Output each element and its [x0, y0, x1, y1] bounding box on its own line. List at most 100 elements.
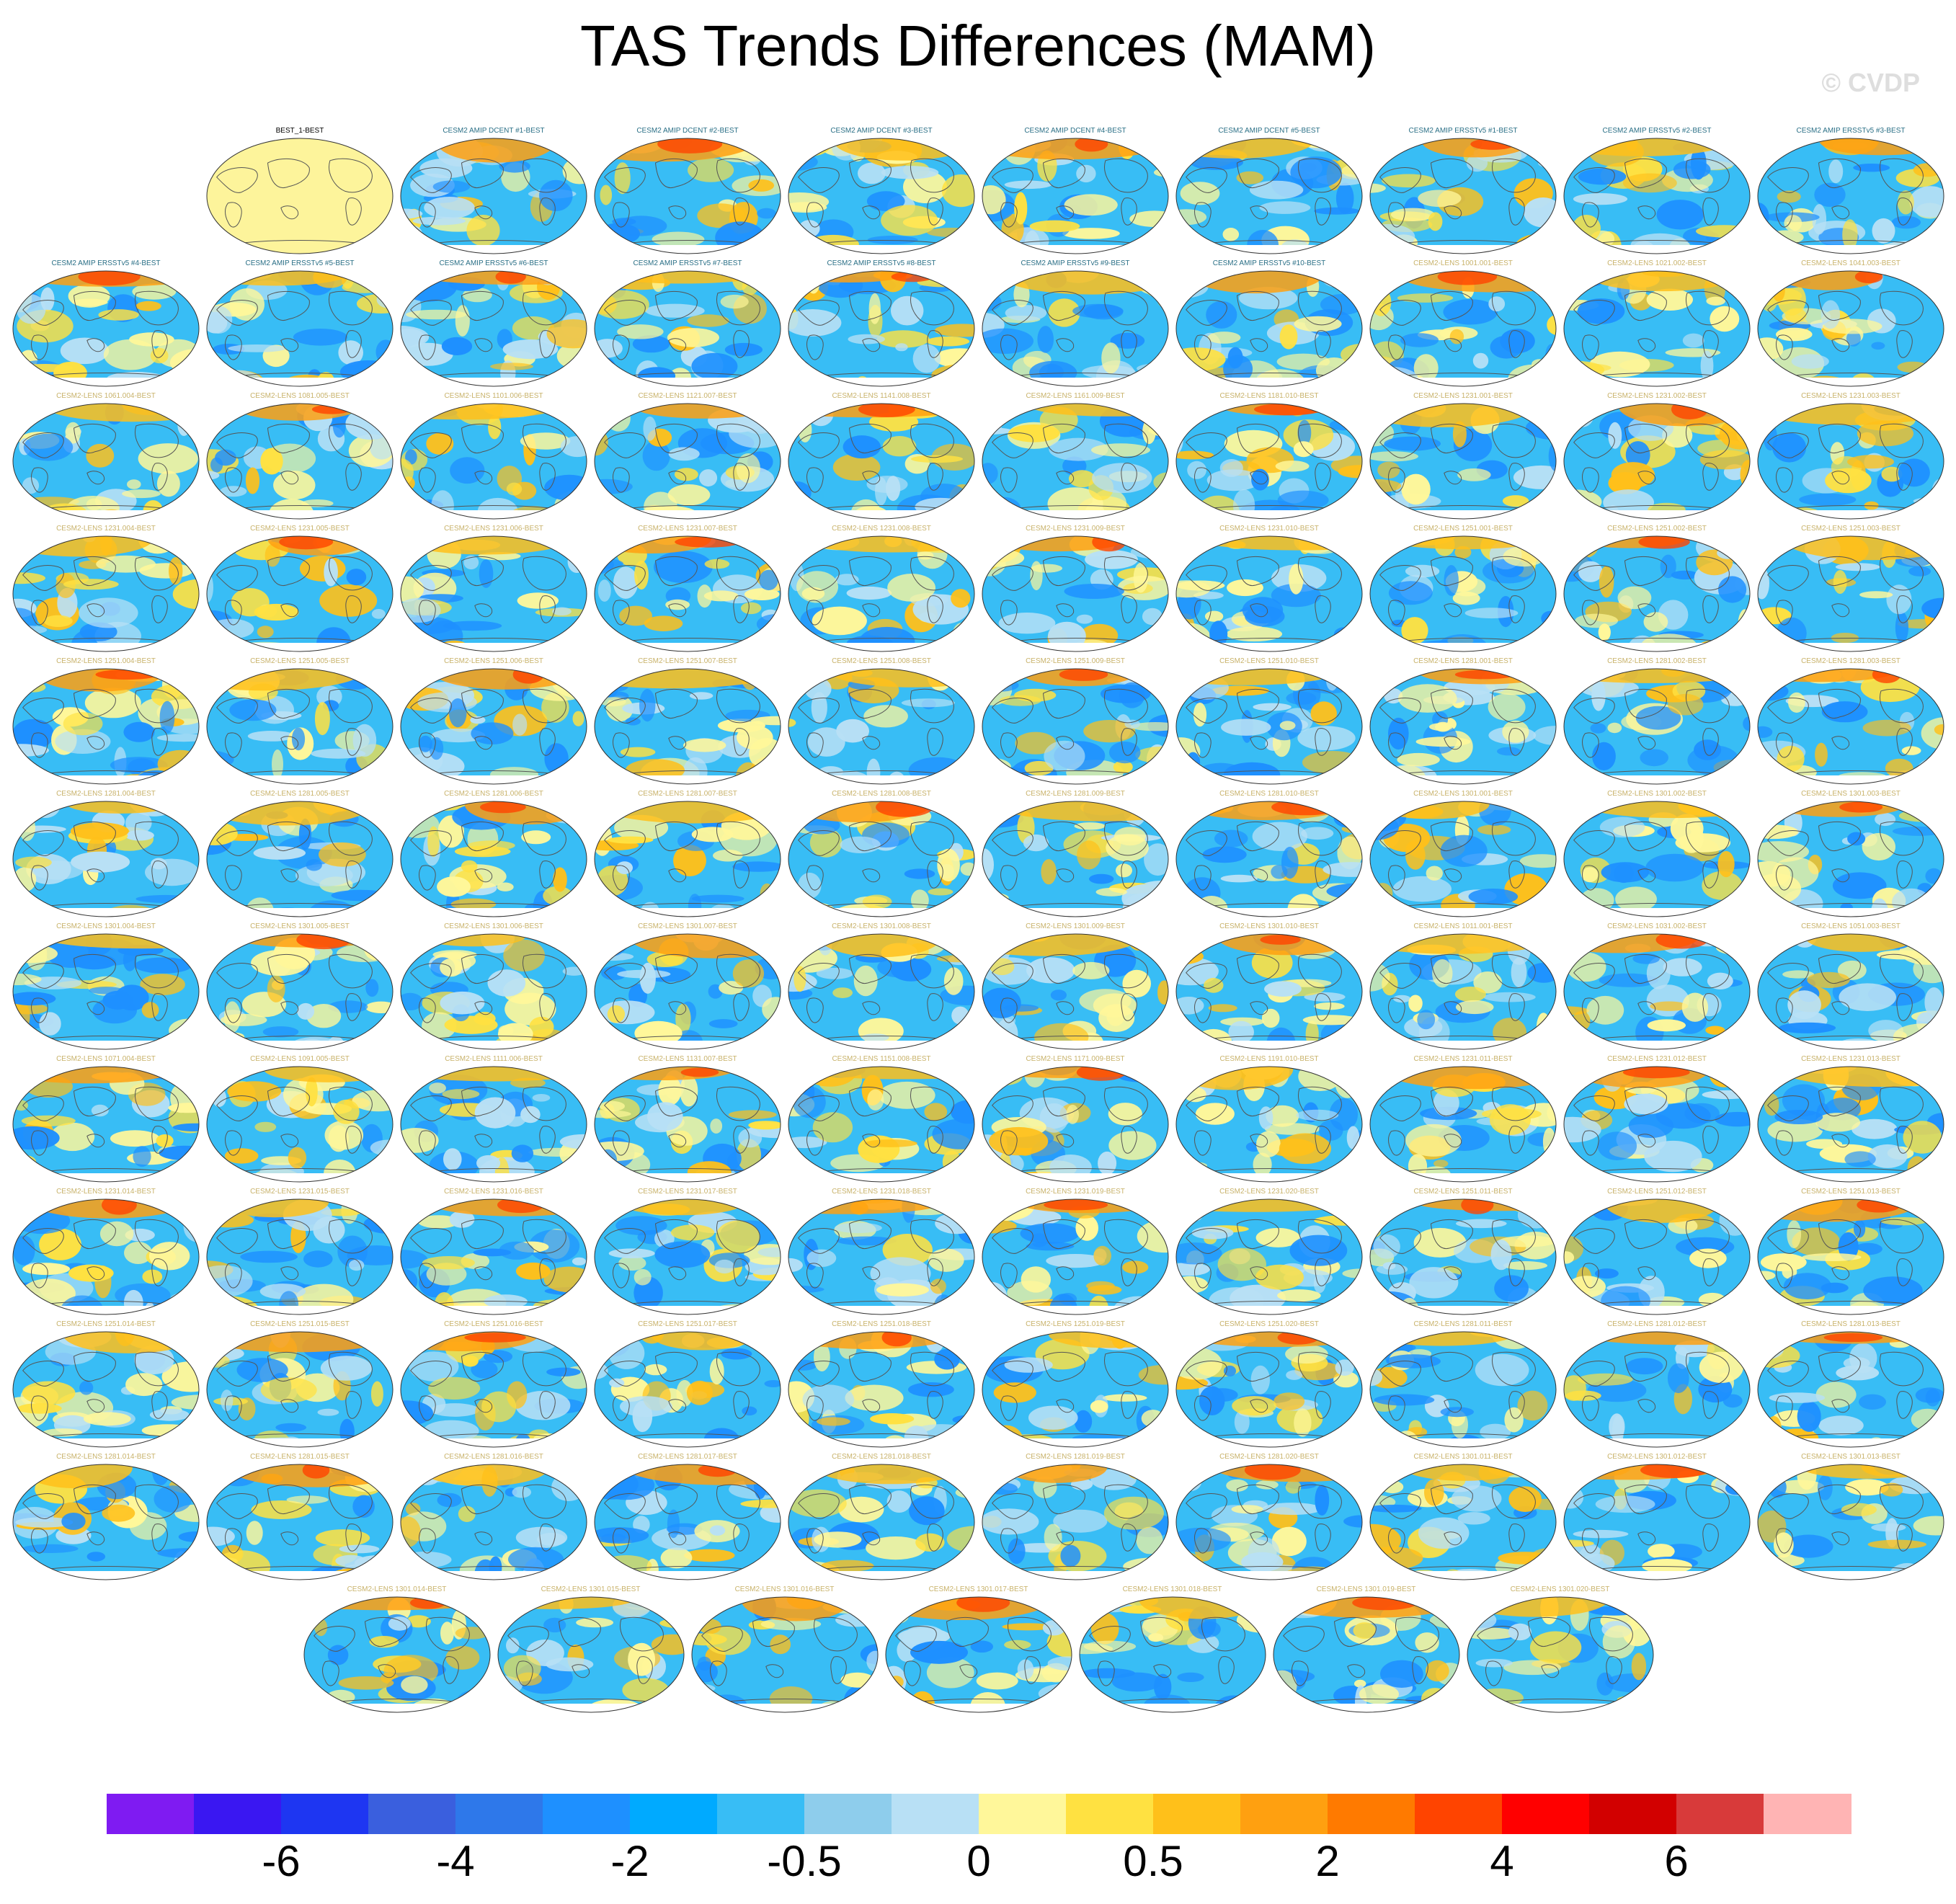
anomaly-blob	[595, 801, 628, 813]
coastline	[1444, 868, 1462, 883]
anomaly-blob	[561, 1199, 587, 1216]
coastline	[798, 432, 840, 458]
coastline	[668, 868, 687, 883]
anomaly-blob	[1204, 977, 1224, 993]
map-svg	[400, 270, 587, 387]
map-svg	[1369, 1066, 1557, 1183]
map-svg	[206, 801, 394, 917]
coastline	[903, 1660, 921, 1686]
anomaly-blob	[1432, 959, 1453, 988]
anomaly-blob	[788, 1080, 801, 1094]
anomaly-blob	[1758, 1464, 1813, 1472]
anomaly-blob	[1021, 910, 1037, 917]
map-panel: CESM2-LENS 1301.016-BEST	[690, 1585, 879, 1714]
anomaly-blob	[1897, 190, 1914, 215]
coastline	[329, 1219, 373, 1254]
coastline	[1624, 1086, 1667, 1116]
anomaly-blob	[442, 1089, 480, 1100]
coastline	[1121, 595, 1137, 623]
coastline	[1508, 993, 1525, 1021]
anomaly-blob	[212, 1088, 226, 1107]
anomaly-blob	[1455, 1000, 1494, 1015]
anomaly-blob	[620, 1396, 672, 1418]
anomaly-blob	[1565, 1390, 1601, 1401]
map-border	[594, 1066, 781, 1183]
anomaly-blob	[401, 576, 424, 602]
coastline	[1686, 158, 1730, 193]
coastline	[461, 423, 504, 453]
anomaly-blob	[1041, 859, 1057, 885]
coastline	[1573, 1493, 1615, 1519]
map-panel: CESM2-LENS 1281.007-BEST	[593, 790, 782, 918]
panel-title: CESM2 AMIP ERSSTv5 #4-BEST	[51, 259, 161, 267]
anomaly-blob	[1116, 863, 1132, 878]
anomaly-blob	[1304, 992, 1346, 1002]
anomaly-blob	[1004, 1357, 1053, 1373]
coastline	[1430, 1351, 1473, 1382]
coastline	[1831, 1399, 1850, 1413]
map-svg	[400, 1198, 587, 1315]
anomaly-blob	[703, 590, 739, 602]
coastline	[1444, 1001, 1462, 1015]
anomaly-blob	[1862, 832, 1895, 861]
coastline	[86, 603, 105, 618]
panel-title: CESM2-LENS 1091.005-BEST	[250, 1055, 350, 1063]
anomaly-blob	[1503, 1261, 1547, 1271]
coastline	[151, 1523, 168, 1552]
anomaly-blob	[479, 559, 494, 588]
coastline	[539, 860, 556, 889]
anomaly-blob	[1075, 1215, 1098, 1241]
anomaly-blob	[1821, 300, 1841, 329]
anomaly-blob	[71, 851, 130, 873]
coastline	[539, 330, 556, 358]
anomaly-blob	[306, 1077, 318, 1107]
coastline	[345, 993, 362, 1021]
anomaly-blob	[215, 1304, 232, 1314]
anomaly-blob	[760, 1476, 781, 1487]
map-border	[206, 1331, 394, 1448]
anomaly-blob	[943, 1173, 959, 1182]
anomaly-blob	[1862, 719, 1911, 737]
map-border	[982, 801, 1169, 917]
panel-title: CESM2-LENS 1281.010-BEST	[1219, 790, 1319, 798]
map-border	[982, 933, 1169, 1050]
coastline	[1702, 463, 1719, 491]
anomaly-blob	[187, 1160, 199, 1182]
coastline	[1121, 1523, 1137, 1552]
anomaly-blob	[1302, 1015, 1359, 1026]
anomaly-blob	[291, 727, 306, 751]
map-panel: CESM2-LENS 1281.005-BEST	[205, 790, 394, 918]
anomaly-blob	[704, 1626, 751, 1655]
anomaly-blob	[521, 830, 551, 845]
coastline	[1186, 565, 1227, 591]
coastline	[151, 463, 168, 491]
anomaly-blob	[1536, 1013, 1551, 1043]
anomaly-blob	[866, 476, 908, 494]
panel-title: CESM2-LENS 1281.016-BEST	[444, 1453, 543, 1461]
coastline	[345, 595, 362, 623]
anomaly-blob	[1614, 863, 1634, 884]
anomaly-blob	[401, 1551, 452, 1568]
map-panel: CESM2-LENS 1301.011-BEST	[1369, 1453, 1557, 1581]
anomaly-blob	[1839, 983, 1896, 1011]
arctic-hotspot	[279, 536, 334, 550]
anomaly-blob	[1266, 1105, 1299, 1127]
coastline	[1624, 1484, 1667, 1514]
coastline	[806, 334, 824, 360]
map-svg	[1563, 1066, 1751, 1183]
coastline	[1056, 1399, 1075, 1413]
anomaly-blob	[149, 1408, 190, 1421]
panel-title: CESM2 AMIP DCENT #5-BEST	[1218, 127, 1320, 135]
panel-title: CESM2-LENS 1251.020-BEST	[1219, 1320, 1319, 1328]
anomaly-blob	[1782, 1084, 1826, 1117]
anomaly-blob	[1186, 752, 1201, 774]
map-panel: CESM2-LENS 1231.014-BEST	[12, 1188, 200, 1316]
map-border	[594, 403, 781, 520]
coastline	[992, 698, 1033, 724]
panel-title: CESM2-LENS 1281.002-BEST	[1607, 657, 1707, 665]
map-svg	[206, 1198, 394, 1315]
anomaly-blob	[862, 894, 892, 909]
coastline	[1476, 1626, 1519, 1652]
anomaly-blob	[572, 1257, 587, 1265]
coastline	[1430, 158, 1473, 188]
